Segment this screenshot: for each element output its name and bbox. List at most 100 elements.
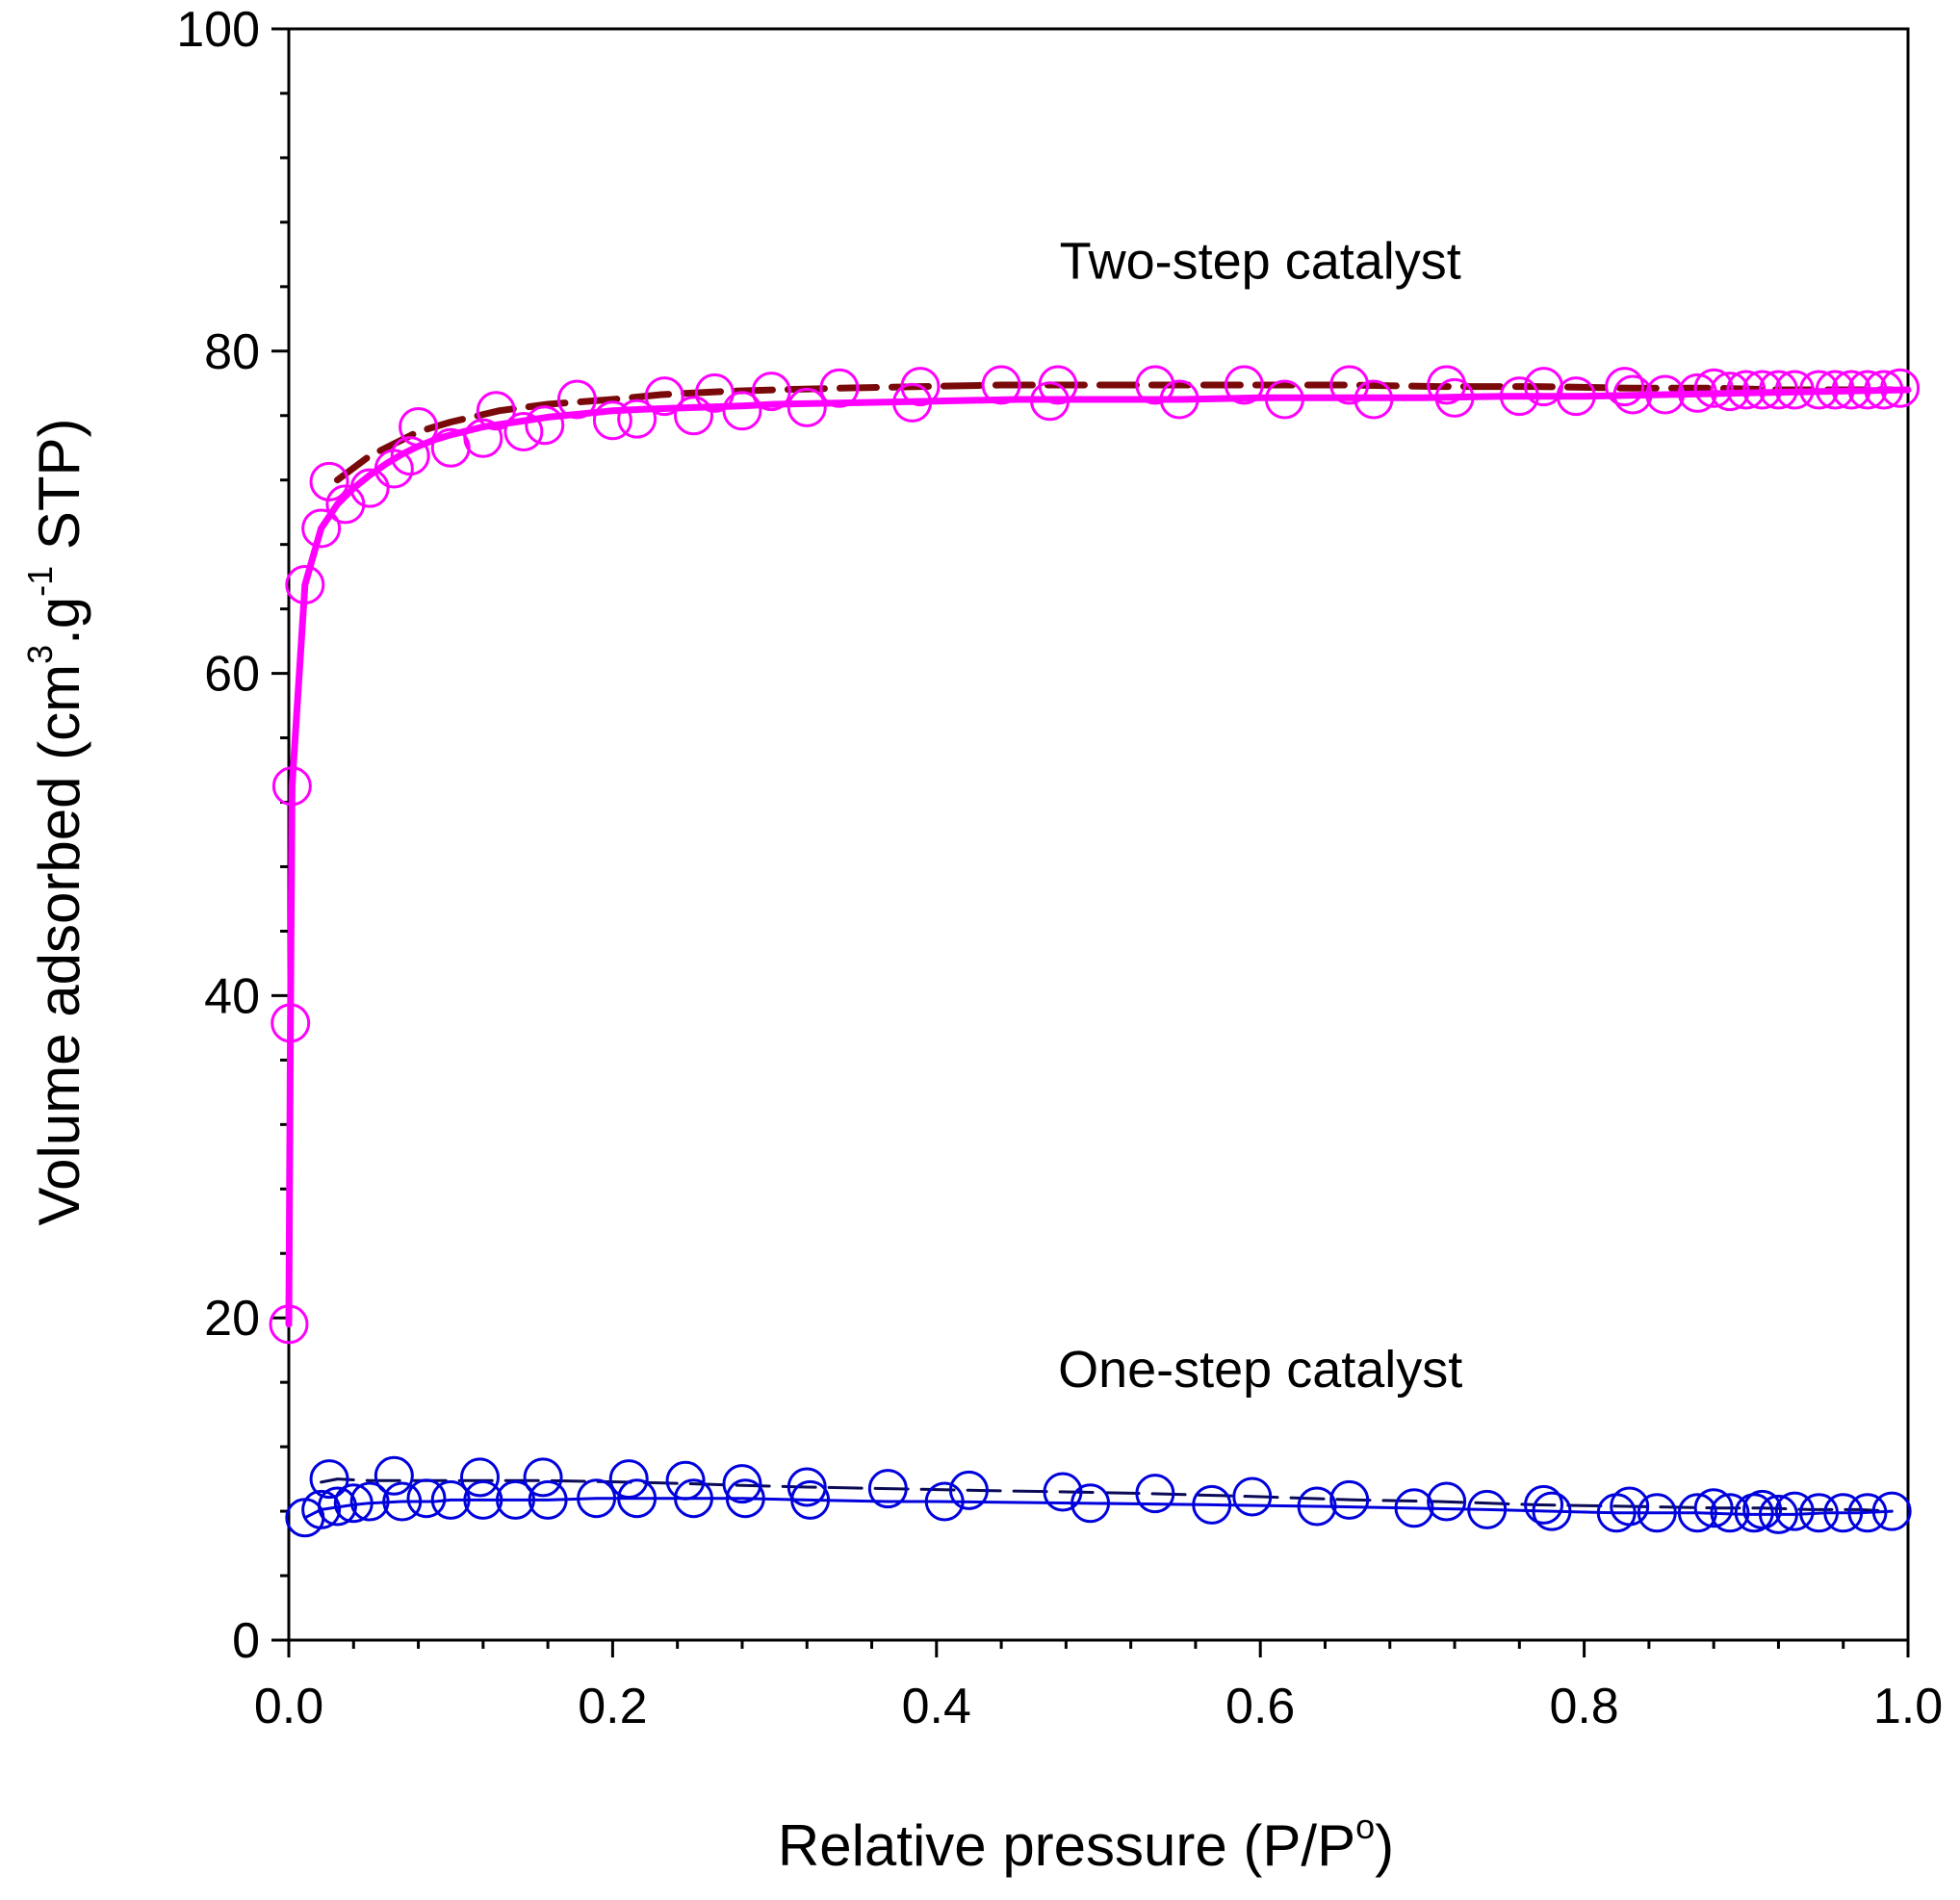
one-step-data-point: [1758, 1494, 1798, 1534]
two-step-data-point: [1159, 379, 1199, 420]
two-step-data-point: [309, 461, 349, 501]
y-tick-label: 80: [204, 324, 260, 380]
two-step-data-point: [271, 766, 312, 807]
two-step-data-point: [1726, 370, 1767, 410]
two-step-data-point: [1499, 376, 1539, 417]
one-step-data-point: [1610, 1486, 1650, 1527]
one-step-data-point: [924, 1481, 965, 1522]
one-step-data-point: [1637, 1493, 1677, 1533]
two-step-data-point: [301, 508, 342, 549]
x-tick-label: 0.6: [1225, 1679, 1295, 1734]
one-step-data-point: [1329, 1479, 1370, 1520]
one-step-data-point: [406, 1478, 447, 1519]
two-step-catalyst-label: Two-step catalyst: [1060, 232, 1461, 290]
two-step-data-point: [399, 406, 439, 447]
two-step-data-point: [787, 387, 827, 427]
one-step-data-point: [1135, 1474, 1175, 1514]
tick-labels: 0 20 40 60 80 100 0.0 0.2 0.4 0.6 0.8 1.0: [176, 2, 1943, 1734]
two-step-data-point: [1264, 379, 1304, 420]
x-tick-label: 0.4: [902, 1679, 971, 1734]
one-step-data-point: [528, 1479, 568, 1520]
one-step-data-point: [382, 1481, 423, 1522]
one-step-data-point: [1693, 1488, 1734, 1528]
one-step-data-point: [867, 1469, 908, 1509]
two-step-data-point: [1710, 372, 1750, 412]
one-step-data-point: [787, 1467, 827, 1507]
one-step-data-point: [1043, 1472, 1083, 1512]
two-step-data-point: [556, 379, 597, 420]
y-tick-label: 0: [232, 1613, 260, 1669]
two-step-data-point: [1742, 370, 1783, 410]
one-step-data-point: [674, 1478, 713, 1519]
one-step-data-point: [1467, 1489, 1508, 1529]
two-step-data-point: [271, 1003, 311, 1043]
two-step-data-point: [1354, 379, 1394, 420]
x-axis-title: Relative pressure (P/Po): [778, 1807, 1394, 1878]
two-step-data-point: [463, 418, 503, 458]
one-step-data-point: [1524, 1484, 1564, 1525]
x-tick-label: 0.2: [578, 1679, 647, 1734]
two-step-data-point: [1847, 370, 1888, 410]
one-step-data-point: [1710, 1493, 1750, 1533]
one-step-data-point: [1847, 1493, 1888, 1533]
two-step-data-point: [1427, 365, 1467, 405]
two-step-data-point: [349, 468, 390, 508]
one-step-data-point: [309, 1459, 349, 1500]
y-axis-title: Volume adsorbed (cm3.g-1 STP): [20, 418, 91, 1225]
one-step-data-point: [1871, 1491, 1912, 1531]
two-step-data-point: [694, 372, 735, 413]
one-step-data-point: [459, 1457, 500, 1498]
two-step-data-point: [1864, 370, 1904, 410]
one-step-data-point: [1742, 1489, 1783, 1529]
one-step-data-point: [577, 1478, 617, 1519]
one-step-data-point: [722, 1464, 762, 1504]
two-step-adsorption-line: [285, 386, 1912, 1328]
one-step-data-point: [523, 1457, 563, 1498]
one-step-data-point: [333, 1483, 374, 1524]
one-step-data-point: [1297, 1486, 1337, 1527]
one-step-data-point: [608, 1459, 649, 1500]
one-step-data-point: [495, 1479, 535, 1520]
data-markers: [269, 365, 1921, 1538]
two-step-data-point: [1677, 372, 1717, 413]
two-step-data-point: [1815, 370, 1855, 410]
two-step-data-point: [476, 391, 516, 431]
x-tick-label: 0.0: [254, 1679, 323, 1734]
y-tick-label: 20: [204, 1291, 260, 1347]
two-step-data-point: [1135, 365, 1175, 405]
one-step-data-point: [349, 1481, 390, 1522]
two-step-desorption-line: [334, 381, 1896, 484]
one-step-data-point: [725, 1478, 765, 1519]
x-tick-label: 1.0: [1873, 1679, 1943, 1734]
two-step-data-point: [1645, 374, 1686, 415]
one-step-adsorption-line: [303, 1497, 1894, 1520]
two-step-data-point: [617, 398, 658, 439]
one-step-data-point: [1798, 1493, 1839, 1533]
two-step-data-point: [1030, 381, 1070, 422]
one-step-data-point: [1774, 1491, 1815, 1531]
two-step-data-point: [722, 391, 762, 431]
y-tick-label: 40: [204, 968, 260, 1024]
two-step-data-point: [644, 376, 684, 417]
two-step-data-point: [1612, 374, 1653, 415]
one-step-data-point: [1232, 1476, 1273, 1517]
one-step-data-point: [665, 1460, 706, 1501]
two-step-data-point: [1798, 370, 1839, 410]
x-tick-label: 0.8: [1549, 1679, 1618, 1734]
two-step-data-point: [1693, 368, 1734, 408]
two-step-data-point: [1434, 377, 1475, 418]
one-step-data-point: [1070, 1483, 1111, 1524]
two-step-data-point: [269, 1304, 309, 1345]
one-step-data-point: [1532, 1491, 1572, 1531]
one-step-data-point: [317, 1486, 357, 1527]
two-step-data-point: [1329, 365, 1370, 405]
one-step-data-point: [463, 1479, 503, 1520]
two-step-data-point: [525, 405, 565, 446]
two-step-data-point: [1880, 368, 1921, 408]
two-step-data-point: [1224, 365, 1264, 405]
one-step-data-point: [1427, 1481, 1467, 1522]
one-step-data-point: [1192, 1484, 1232, 1525]
one-step-data-point: [1394, 1488, 1434, 1528]
one-step-data-point: [790, 1479, 831, 1520]
